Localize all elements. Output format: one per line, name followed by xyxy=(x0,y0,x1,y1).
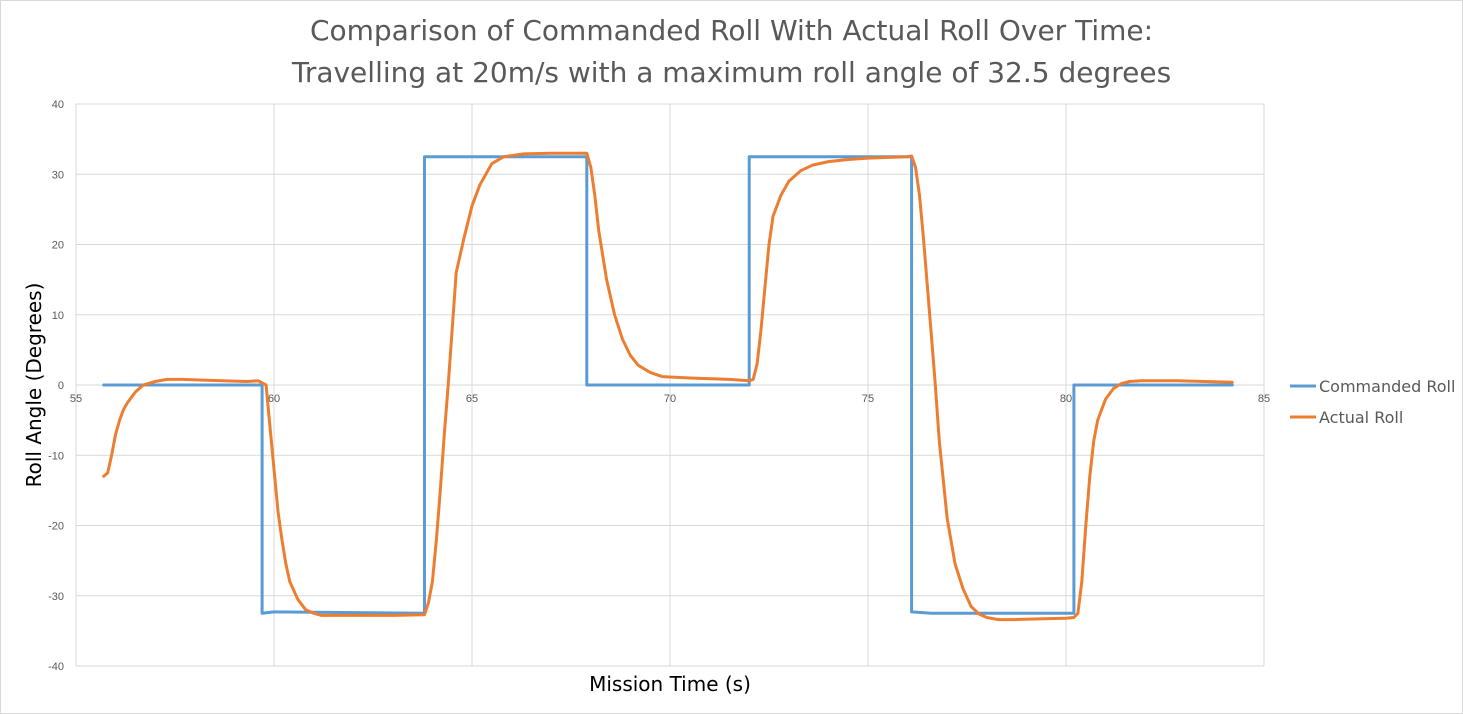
y-tick-label: -40 xyxy=(48,661,64,673)
y-tick-label: 0 xyxy=(58,380,64,392)
series-lines xyxy=(102,151,1234,622)
legend-label: Actual Roll xyxy=(1319,408,1403,427)
x-tick-label: 80 xyxy=(1060,393,1072,405)
x-tick-label: 70 xyxy=(664,393,676,405)
y-tick-label: -20 xyxy=(48,521,64,533)
y-axis-title: Roll Angle (Degrees) xyxy=(22,283,46,488)
x-tick-label: 55 xyxy=(70,393,82,405)
x-tick-label: 60 xyxy=(268,393,280,405)
series-line-2 xyxy=(102,151,1234,622)
legend: Commanded Roll Actual Roll xyxy=(1290,377,1455,427)
y-tick-label: 10 xyxy=(52,310,64,322)
y-tick-label: -10 xyxy=(48,450,64,462)
x-tick-label: 85 xyxy=(1258,393,1270,405)
series-line-1 xyxy=(102,155,1234,615)
x-tick-label: 75 xyxy=(862,393,874,405)
y-tick-label: 30 xyxy=(52,169,64,181)
y-tick-label: 20 xyxy=(52,240,64,252)
y-tick-label: 40 xyxy=(52,99,64,111)
chart-title-line-1: Comparison of Commanded Roll With Actual… xyxy=(309,14,1154,47)
legend-label: Commanded Roll xyxy=(1319,377,1455,396)
chart-title-line-2: Travelling at 20m/s with a maximum roll … xyxy=(291,56,1172,89)
x-axis-title: Mission Time (s) xyxy=(589,672,751,696)
tick-labels: 40 30 20 10 0 -10 -20 -30 -40 55 60 65 70 75 80 85 xyxy=(48,99,1270,673)
x-tick-label: 65 xyxy=(466,393,478,405)
y-tick-label: -30 xyxy=(48,591,64,603)
